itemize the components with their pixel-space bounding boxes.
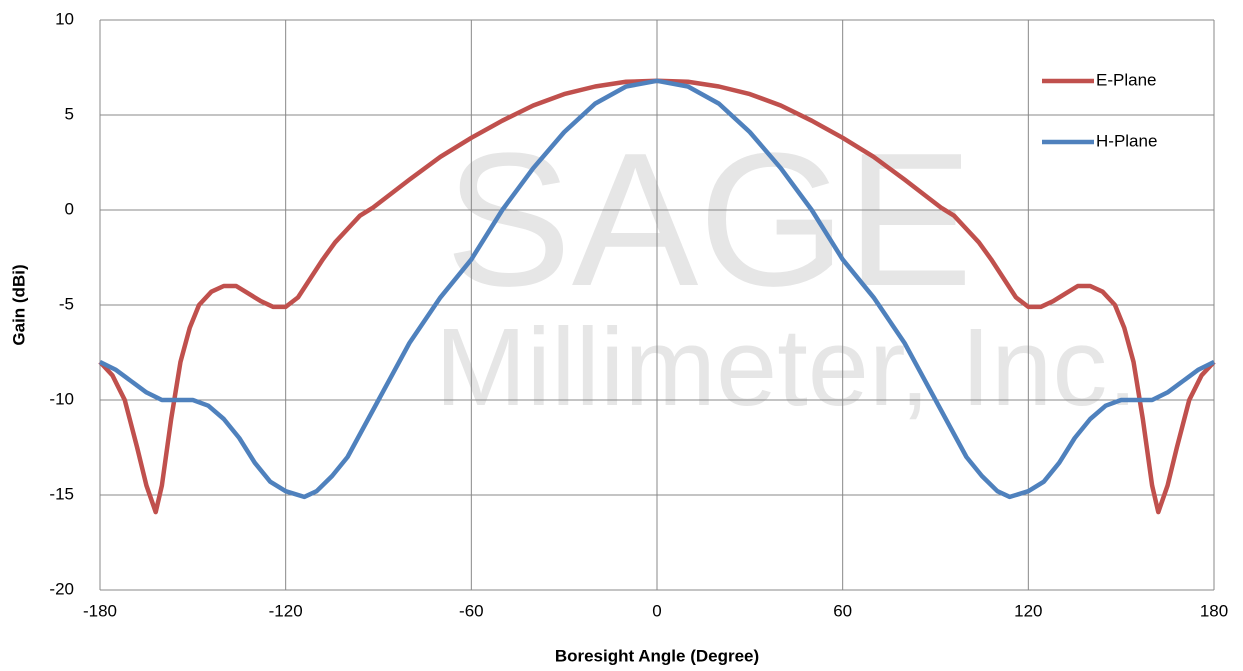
x-axis-title: Boresight Angle (Degree) (555, 646, 759, 665)
y-tick-label: 5 (65, 104, 74, 123)
y-tick-label: -20 (49, 579, 74, 598)
x-tick-label: 60 (833, 601, 852, 620)
y-tick-label: -10 (49, 389, 74, 408)
x-tick-label: -120 (269, 601, 303, 620)
y-tick-label: -5 (59, 294, 74, 313)
y-tick-label: -15 (49, 484, 74, 503)
legend-label: E-Plane (1096, 70, 1156, 89)
series-line (99, 78, 1215, 500)
x-tick-label: -180 (83, 601, 117, 620)
watermark: Millimeter, Inc. (435, 306, 1138, 429)
x-tick-label: 120 (1014, 601, 1042, 620)
x-tick-label: -60 (459, 601, 484, 620)
y-tick-label: 10 (55, 9, 74, 28)
x-tick-label: 0 (652, 601, 661, 620)
legend-label: H-Plane (1096, 131, 1157, 150)
x-tick-label: 180 (1200, 601, 1228, 620)
y-tick-label: 0 (65, 199, 74, 218)
watermark: SAGE (445, 114, 973, 326)
y-axis-title: Gain (dBi) (9, 264, 28, 345)
